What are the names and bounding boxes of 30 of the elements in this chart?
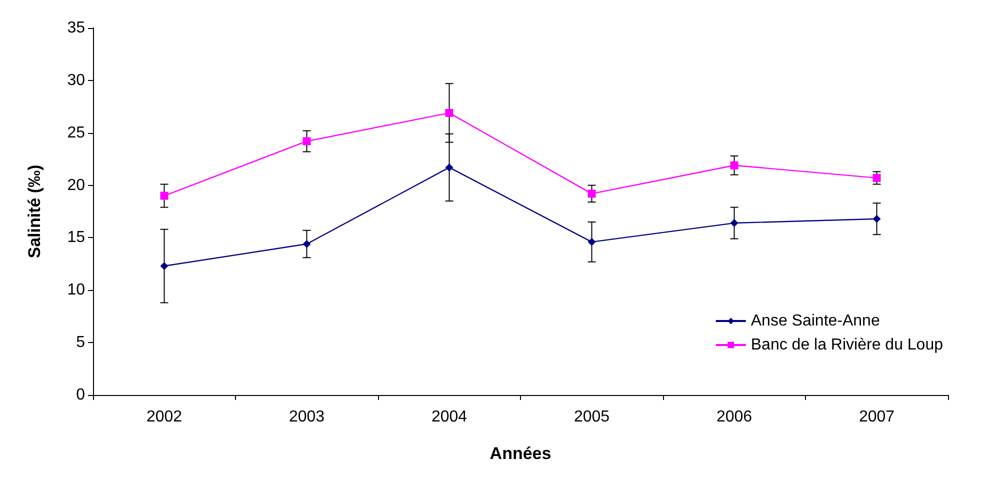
point <box>872 214 881 223</box>
y-tick-label: 30 <box>67 72 86 89</box>
y-tick-label: 15 <box>67 229 86 246</box>
y-tick-label: 0 <box>76 386 86 404</box>
x-tick-label: 2005 <box>574 408 610 426</box>
point <box>160 262 168 270</box>
point <box>872 174 881 182</box>
point <box>445 108 454 117</box>
point <box>730 219 738 228</box>
y-tick-label: 20 <box>67 176 86 194</box>
x-tick-label: 2003 <box>288 408 325 426</box>
y-tick-label: 25 <box>67 124 86 142</box>
legend-label: Banc de la Rivière du Loup <box>750 336 944 354</box>
x-axis-title: Années <box>490 444 552 463</box>
y-tick-label: 5 <box>76 334 86 352</box>
point <box>588 238 596 246</box>
x-tick-label: 2002 <box>146 408 182 426</box>
point <box>730 161 738 170</box>
point <box>445 163 454 172</box>
x-tick-label: 2007 <box>858 408 895 426</box>
point <box>302 240 311 248</box>
x-tick-label: 2004 <box>431 408 468 426</box>
y-axis-title: Salinité (‰) <box>25 164 44 258</box>
x-tick-label: 2006 <box>716 408 752 426</box>
point <box>160 192 168 200</box>
legend-label: Anse Sainte-Anne <box>750 312 880 330</box>
y-tick-label: 10 <box>67 282 86 299</box>
point <box>588 190 596 198</box>
point <box>302 137 311 146</box>
y-tick-label: 35 <box>67 20 86 36</box>
